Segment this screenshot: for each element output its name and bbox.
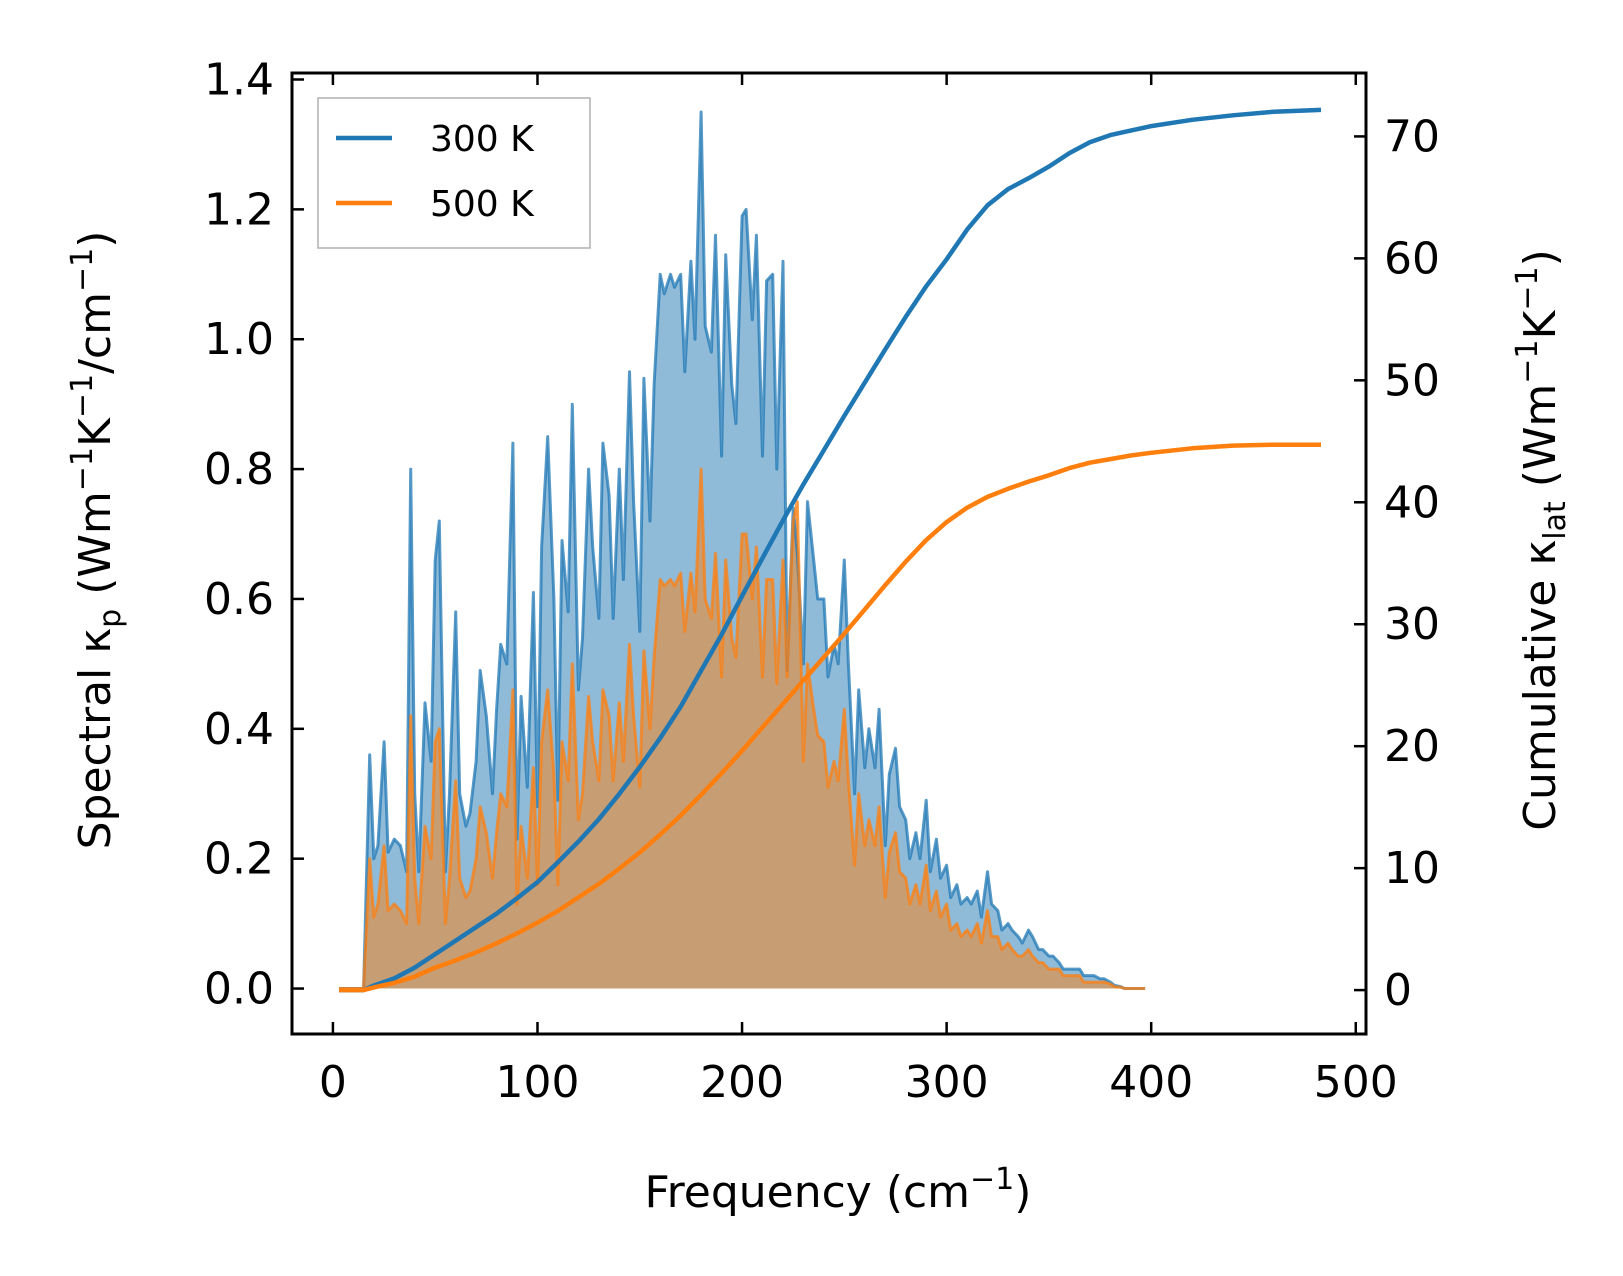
spectral-line-500k [339, 467, 1146, 990]
axes-frame [290, 71, 1368, 1036]
legend-label-500k: 500 K [430, 184, 535, 225]
legend: 300 K 500 K [317, 97, 591, 249]
y-right-tick-label: 60 [1384, 233, 1440, 284]
y-right-tick-label: 10 [1384, 843, 1440, 894]
x-tick-label: 400 [1109, 1057, 1193, 1108]
spectral-fill-500k [339, 469, 1146, 989]
y-right-tick-label: 0 [1384, 965, 1412, 1016]
y-right-tick-label: 20 [1384, 721, 1440, 772]
y-axis-right-label: Cumulative κlat (Wm−1K−1) [1510, 249, 1573, 831]
y-left-tick-label: 1.4 [204, 54, 274, 105]
y-left-tick-label: 0.4 [204, 704, 274, 755]
x-tick-label: 500 [1314, 1057, 1398, 1108]
x-tick-label: 200 [700, 1057, 784, 1108]
legend-label-300k: 300 K [430, 119, 535, 160]
y-left-tick-label: 0.0 [204, 964, 274, 1015]
y-left-tick-label: 1.0 [204, 314, 274, 365]
y-right-tick-label: 40 [1384, 477, 1440, 528]
x-tick-label: 0 [319, 1057, 347, 1108]
y-left-tick-label: 0.8 [204, 444, 274, 495]
x-axis-label: Frequency (cm−1) [645, 1162, 1032, 1218]
y-right-tick-label: 70 [1384, 111, 1440, 162]
y-axis-left-label: Spectral κp (Wm−1K−1/cm−1) [65, 231, 128, 850]
spectral-line-300k [339, 110, 1146, 990]
legend-box [317, 97, 591, 249]
ticks: 0 100 200 300 400 5000.00.20.40.60.81.01.21.4… [204, 54, 1440, 1108]
cumulative-line-300k [339, 107, 1322, 993]
y-right-tick-label: 50 [1384, 355, 1440, 406]
cumulative-lines [339, 107, 1322, 993]
spectral-lines [339, 110, 1146, 990]
y-left-tick-label: 1.2 [204, 184, 274, 235]
cumulative-line-500k [339, 442, 1321, 993]
y-left-tick-label: 0.6 [204, 574, 274, 625]
y-left-tick-label: 0.2 [204, 834, 274, 885]
plot-area [339, 107, 1322, 993]
x-tick-label: 300 [905, 1057, 989, 1108]
x-tick-label: 100 [495, 1057, 579, 1108]
y-right-tick-label: 30 [1384, 599, 1440, 650]
